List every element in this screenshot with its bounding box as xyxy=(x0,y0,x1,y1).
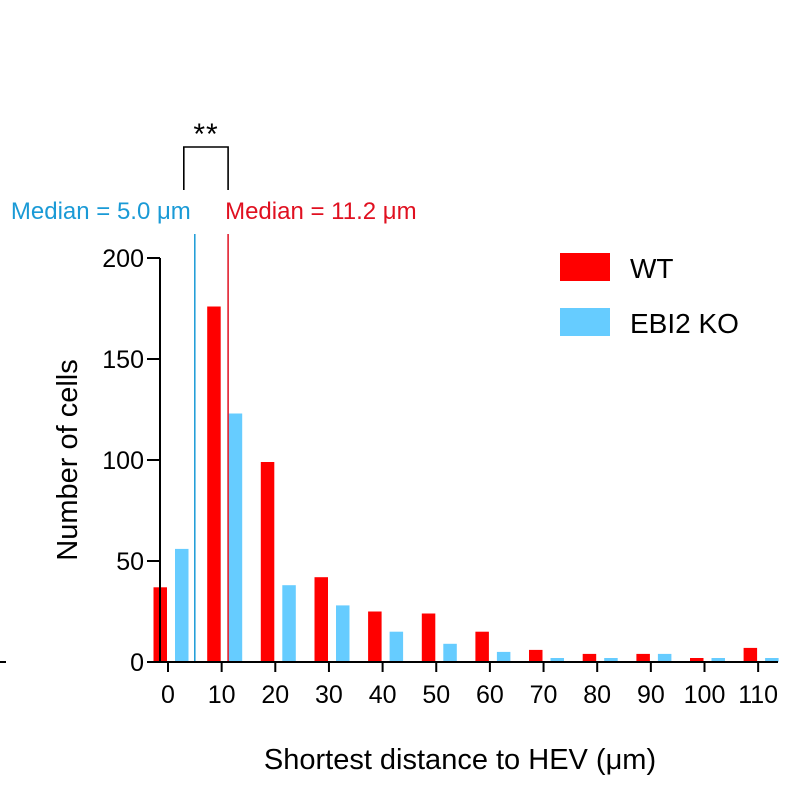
bar-ebi2ko-60 xyxy=(496,651,511,662)
bar-wt-70 xyxy=(529,649,543,662)
bar-ebi2ko-30 xyxy=(336,605,350,662)
bar-ebi2ko-80 xyxy=(604,658,618,662)
legend-swatch-ebi2ko xyxy=(560,308,610,336)
x-tick-label-60: 60 xyxy=(476,681,504,709)
bar-ebi2ko-10 xyxy=(228,413,243,662)
bar-wt-110 xyxy=(743,647,758,662)
bar-wt-10 xyxy=(207,306,221,662)
y-tick-label-50: 50 xyxy=(116,548,144,576)
bar-wt-60 xyxy=(475,631,489,662)
bar-wt-50 xyxy=(421,613,436,662)
x-tick-label-80: 80 xyxy=(583,681,611,709)
x-tick-label-30: 30 xyxy=(315,681,343,709)
y-tick-label-100: 100 xyxy=(102,447,144,475)
y-tick-label-0: 0 xyxy=(130,649,144,677)
x-tick-label-100: 100 xyxy=(684,681,726,709)
axes-layer: 0 50 100 150 200 0 10 20 30 40 50 60 70 80 90 100 110 xyxy=(0,245,778,709)
bar-ebi2ko-70 xyxy=(550,658,564,662)
x-tick-label-20: 20 xyxy=(261,681,289,709)
bar-ebi2ko-20 xyxy=(282,585,296,662)
bar-ebi2ko-90 xyxy=(657,653,672,662)
bar-wt-30 xyxy=(314,577,328,662)
legend-label-wt: WT xyxy=(630,253,674,284)
bar-ebi2ko-110 xyxy=(765,658,779,662)
y-tick-label-200: 200 xyxy=(102,245,144,273)
bar-ebi2ko-0 xyxy=(175,548,189,662)
legend-label-ebi2ko: EBI2 KO xyxy=(630,308,739,339)
significance-label: ** xyxy=(193,118,218,151)
x-tick-label-90: 90 xyxy=(637,681,665,709)
significance-bracket: ** xyxy=(183,118,229,190)
significance-bracket-line xyxy=(183,146,229,190)
bar-wt-40 xyxy=(368,611,382,662)
y-tick-label-150: 150 xyxy=(102,346,144,374)
bar-wt-80 xyxy=(582,653,597,662)
bars-layer xyxy=(153,306,779,662)
x-tick-label-70: 70 xyxy=(530,681,558,709)
median-lines-layer: Median = 5.0 μm Median = 11.2 μm xyxy=(11,198,417,662)
x-tick-label-40: 40 xyxy=(369,681,397,709)
x-tick-label-110: 110 xyxy=(738,681,778,709)
bar-wt-20 xyxy=(260,462,275,662)
legend: WT EBI2 KO xyxy=(560,253,739,339)
bar-ebi2ko-100 xyxy=(711,658,725,662)
x-tick-label-0: 0 xyxy=(161,681,175,709)
y-axis-title: Number of cells xyxy=(52,359,84,560)
legend-swatch-wt xyxy=(560,253,610,281)
bar-ebi2ko-50 xyxy=(443,643,457,662)
bar-wt-100 xyxy=(690,658,704,662)
median-label-2: Median = 11.2 μm xyxy=(225,198,416,225)
bar-wt-90 xyxy=(636,653,650,662)
median-label-1: Median = 5.0 μm xyxy=(11,198,191,225)
x-tick-label-10: 10 xyxy=(208,681,236,709)
x-axis-title: Shortest distance to HEV (μm) xyxy=(264,744,656,776)
bar-ebi2ko-40 xyxy=(389,631,404,662)
x-tick-label-50: 50 xyxy=(422,681,450,709)
